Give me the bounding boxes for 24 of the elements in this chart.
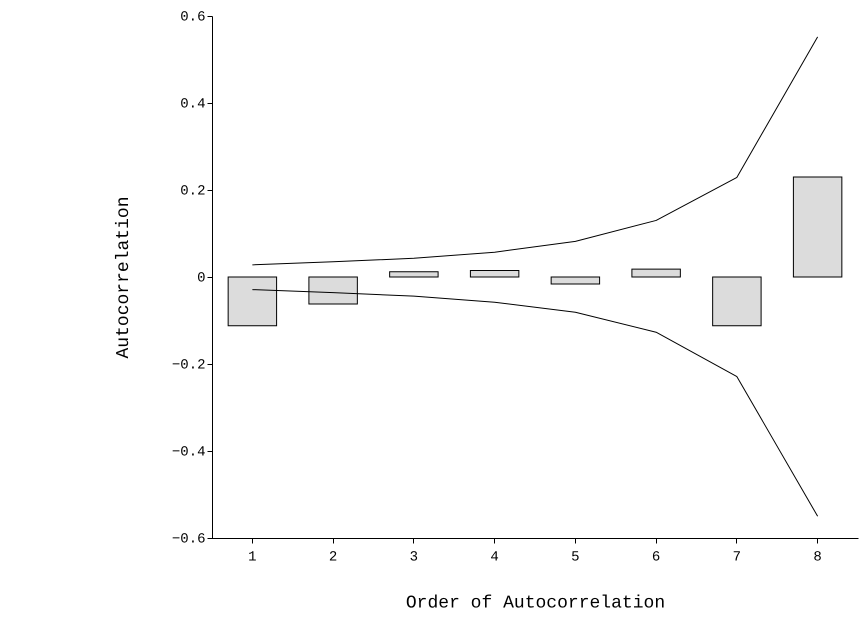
- x-tick-label: 2: [328, 550, 338, 566]
- y-tick-label: −0.2: [172, 358, 206, 374]
- line-series: [252, 36, 818, 266]
- bar: [792, 176, 842, 278]
- y-tick-label: −0.6: [172, 532, 206, 548]
- bar: [712, 276, 762, 326]
- x-tick-label: 7: [732, 550, 742, 566]
- x-tick-label: 4: [490, 550, 499, 566]
- x-tick-label: 5: [571, 550, 580, 566]
- x-tick-label: 1: [248, 550, 257, 566]
- y-tick-label: 0.6: [180, 10, 206, 26]
- x-tick-label: 8: [813, 550, 822, 566]
- y-tick-label: −0.4: [172, 444, 206, 460]
- y-tick-label: 0.4: [180, 96, 206, 112]
- x-tick-label: 3: [410, 550, 418, 566]
- bar: [470, 270, 520, 278]
- x-tick-label: 6: [652, 550, 660, 566]
- y-tick-label: 0: [197, 270, 206, 286]
- bar: [631, 268, 681, 278]
- y-axis-title: Autocorrelation: [114, 196, 134, 359]
- y-tick-label: 0.2: [180, 184, 206, 200]
- x-axis-title: Order of Autocorrelation: [406, 594, 666, 614]
- bar: [389, 271, 439, 278]
- bar: [550, 276, 600, 284]
